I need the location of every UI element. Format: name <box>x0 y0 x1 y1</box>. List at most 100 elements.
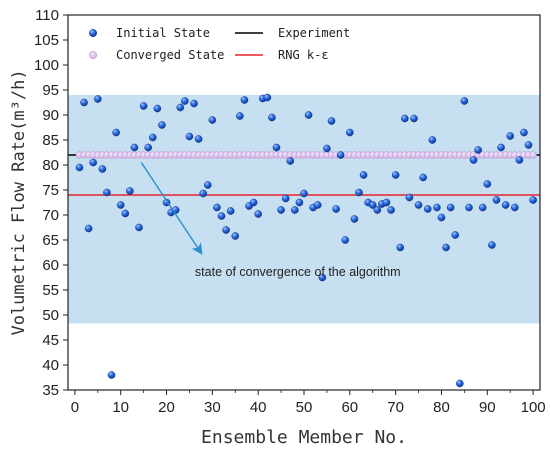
initial-point <box>249 198 258 207</box>
initial-point <box>373 206 382 214</box>
initial-point <box>194 135 203 143</box>
initial-point <box>190 99 198 108</box>
initial-point <box>313 201 322 209</box>
initial-point <box>181 97 189 105</box>
initial-point <box>405 193 414 202</box>
y-tick-label: 60 <box>42 257 59 274</box>
initial-point <box>277 206 285 214</box>
x-tick-label: 20 <box>158 399 175 416</box>
initial-point <box>240 96 249 104</box>
legend-initial-marker <box>88 29 97 38</box>
initial-point <box>382 198 391 207</box>
initial-point <box>231 232 240 240</box>
initial-point <box>396 243 405 252</box>
legend-converged-label: Converged State <box>116 48 224 62</box>
initial-point <box>89 158 98 167</box>
legend: Initial State Converged State Experiment… <box>88 26 350 62</box>
initial-point <box>368 201 377 209</box>
y-tick-label: 75 <box>42 182 59 199</box>
initial-point <box>460 97 469 105</box>
x-tick-label: 60 <box>341 399 358 416</box>
initial-point <box>148 133 157 142</box>
x-tick-label: 100 <box>521 399 546 416</box>
annotation: state of convergence of the algorithm <box>140 162 401 279</box>
initial-point <box>153 104 162 113</box>
initial-point <box>217 212 226 220</box>
initial-point <box>478 203 487 212</box>
y-tick-label: 65 <box>42 232 59 249</box>
initial-point <box>336 151 345 159</box>
initial-point <box>103 188 111 197</box>
x-tick-label: 50 <box>296 399 313 416</box>
initial-point <box>126 187 134 195</box>
initial-point <box>410 114 418 123</box>
converged-state-series <box>75 151 537 159</box>
initial-point <box>323 144 331 153</box>
initial-point <box>236 112 244 120</box>
initial-point <box>355 188 363 197</box>
initial-point <box>414 201 423 209</box>
initial-point <box>93 95 102 103</box>
x-tick-label: 90 <box>479 399 496 416</box>
initial-point <box>350 215 359 223</box>
initial-point <box>442 243 450 252</box>
x-tick-label: 40 <box>250 399 267 416</box>
initial-point <box>107 371 116 379</box>
initial-point <box>391 171 400 179</box>
initial-point <box>346 128 354 137</box>
initial-point <box>332 205 340 213</box>
initial-point <box>121 209 130 218</box>
initial-point <box>529 196 537 204</box>
initial-point <box>520 128 528 137</box>
initial-point <box>263 93 272 102</box>
initial-point <box>291 206 299 214</box>
initial-point <box>286 157 295 165</box>
initial-point <box>135 223 143 232</box>
legend-rng-label: RNG k-ε <box>278 48 329 62</box>
initial-point <box>80 98 88 107</box>
initial-point <box>158 121 166 129</box>
y-axis-label: Volumetric Flow Rate(m³/h) <box>9 69 29 335</box>
converged-point <box>529 151 537 159</box>
y-axis-ticks: 35 40 45 50 55 60 65 70 75 80 85 90 95 100 105 110 <box>34 7 68 399</box>
legend-initial-label: Initial State <box>116 26 210 40</box>
initial-point <box>226 207 235 215</box>
initial-point <box>423 205 432 213</box>
initial-point <box>318 273 327 282</box>
initial-point <box>254 210 262 218</box>
initial-point <box>501 201 510 209</box>
initial-point <box>199 189 207 198</box>
initial-point <box>465 203 473 212</box>
initial-point <box>327 117 336 125</box>
initial-point <box>497 143 505 152</box>
x-tick-label: 80 <box>433 399 450 416</box>
y-tick-label: 85 <box>42 132 59 149</box>
legend-converged-marker <box>88 50 98 60</box>
legend-experiment-label: Experiment <box>278 26 350 40</box>
initial-point <box>222 226 230 234</box>
initial-state-series <box>75 93 537 388</box>
initial-point <box>203 181 212 189</box>
y-tick-label: 110 <box>35 7 59 24</box>
y-tick-label: 105 <box>34 32 59 49</box>
initial-point <box>176 103 185 112</box>
initial-point <box>208 116 217 124</box>
initial-point <box>387 206 395 214</box>
x-tick-label: 30 <box>204 399 221 416</box>
y-tick-label: 100 <box>34 57 59 74</box>
initial-point <box>295 198 304 207</box>
initial-point <box>75 163 84 172</box>
initial-point <box>433 203 441 212</box>
y-tick-label: 40 <box>42 357 59 374</box>
initial-point <box>492 196 501 204</box>
initial-point <box>130 143 139 152</box>
x-tick-label: 10 <box>112 399 129 416</box>
initial-point <box>112 128 120 137</box>
initial-point <box>185 132 194 141</box>
initial-point <box>300 189 308 198</box>
x-axis-label: Ensemble Member No. <box>201 427 407 448</box>
initial-point <box>474 146 482 154</box>
initial-point <box>451 231 460 239</box>
initial-point <box>401 114 409 123</box>
